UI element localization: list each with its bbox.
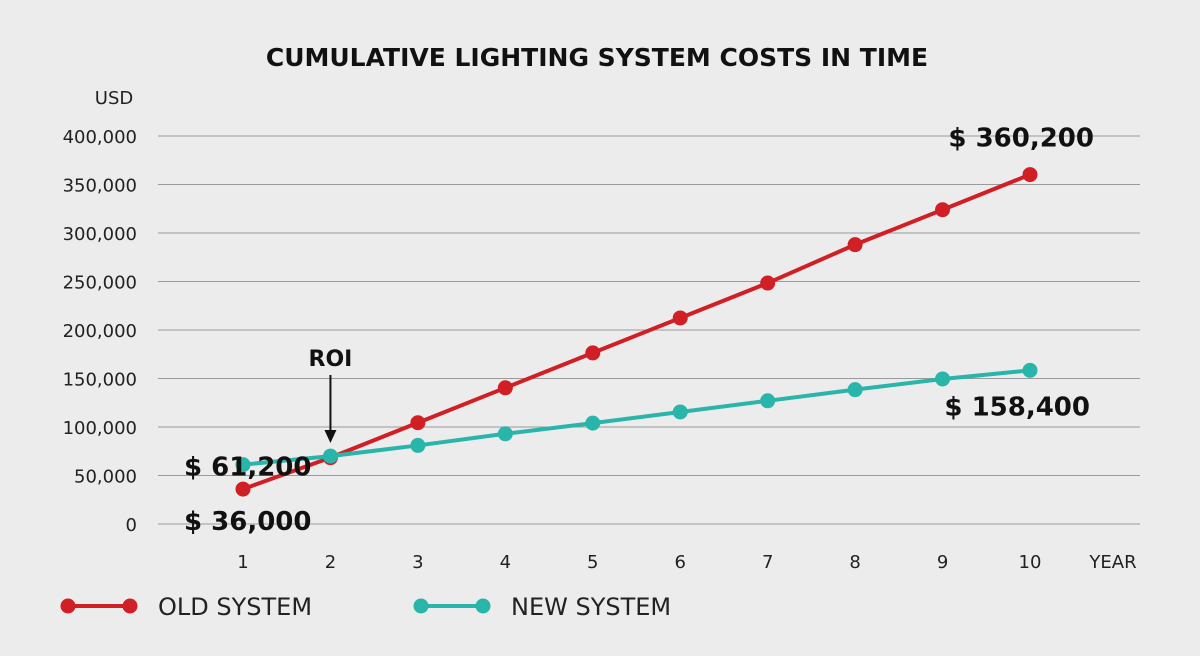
legend: OLD SYSTEM NEW SYSTEM xyxy=(60,593,671,621)
legend-item-old-system: OLD SYSTEM xyxy=(60,593,312,621)
data-point xyxy=(935,371,951,387)
value-callout: $ 158,400 xyxy=(944,392,1090,422)
roi-arrow-head xyxy=(324,430,337,443)
data-point xyxy=(1022,167,1038,183)
legend-swatch-point xyxy=(413,598,429,614)
y-tick-label: 0 xyxy=(126,515,137,536)
x-tick-label: 1 xyxy=(237,552,248,573)
x-tick-label: 10 xyxy=(1019,552,1042,573)
x-tick-label: 7 xyxy=(762,552,773,573)
value-callout: $ 36,000 xyxy=(184,507,311,537)
y-axis-unit-label: USD xyxy=(95,88,133,109)
x-tick-label: 9 xyxy=(937,552,948,573)
data-point xyxy=(935,202,951,218)
data-point xyxy=(1022,362,1038,378)
data-point xyxy=(585,345,601,361)
annotations: $ 360,200 $ 158,400 $ 61,200 $ 36,000 ROI xyxy=(184,124,1094,537)
data-point xyxy=(235,457,251,473)
legend-label: OLD SYSTEM xyxy=(158,593,312,621)
y-tick-label: 400,000 xyxy=(63,127,137,148)
x-tick-label: 4 xyxy=(500,552,511,573)
series-lines xyxy=(235,167,1038,497)
x-tick-label: 6 xyxy=(674,552,685,573)
data-point xyxy=(760,275,776,291)
x-tick-label: 5 xyxy=(587,552,598,573)
legend-swatch-point xyxy=(60,598,76,614)
roi-label: ROI xyxy=(309,347,353,372)
data-point xyxy=(585,415,601,431)
y-axis-tick-labels: 0 50,000 100,000 150,000 200,000 250,000 300,0… xyxy=(63,127,137,536)
y-tick-label: 200,000 xyxy=(63,321,137,342)
y-tick-label: 150,000 xyxy=(63,370,137,391)
x-tick-label: 3 xyxy=(412,552,423,573)
legend-item-new-system: NEW SYSTEM xyxy=(413,593,671,621)
data-point xyxy=(235,481,251,497)
data-point xyxy=(322,448,338,464)
legend-label: NEW SYSTEM xyxy=(511,593,671,621)
data-point xyxy=(410,437,426,453)
y-tick-label: 350,000 xyxy=(63,176,137,197)
data-point xyxy=(847,382,863,398)
series-old-system xyxy=(235,167,1038,497)
y-tick-label: 100,000 xyxy=(63,418,137,439)
y-tick-label: 300,000 xyxy=(63,224,137,245)
data-point xyxy=(672,310,688,326)
x-axis-unit-label: YEAR xyxy=(1088,552,1136,573)
data-point xyxy=(497,426,513,442)
value-callout: $ 360,200 xyxy=(948,124,1094,154)
data-point xyxy=(497,380,513,396)
legend-swatch-point xyxy=(475,598,491,614)
value-callout: $ 61,200 xyxy=(184,453,311,483)
legend-swatch-point xyxy=(122,598,138,614)
x-tick-label: 8 xyxy=(849,552,860,573)
series-new-system xyxy=(235,362,1038,473)
series-line xyxy=(242,368,1031,467)
x-tick-label: 2 xyxy=(325,552,336,573)
x-axis-tick-labels: 1 2 3 4 5 6 7 8 9 10 xyxy=(237,552,1041,573)
data-point xyxy=(410,415,426,431)
series-line xyxy=(242,172,1031,491)
data-point xyxy=(672,404,688,420)
y-tick-label: 50,000 xyxy=(74,467,137,488)
data-point xyxy=(847,237,863,253)
y-tick-label: 250,000 xyxy=(63,273,137,294)
chart-title: CUMULATIVE LIGHTING SYSTEM COSTS IN TIME xyxy=(266,43,928,72)
data-point xyxy=(760,393,776,409)
